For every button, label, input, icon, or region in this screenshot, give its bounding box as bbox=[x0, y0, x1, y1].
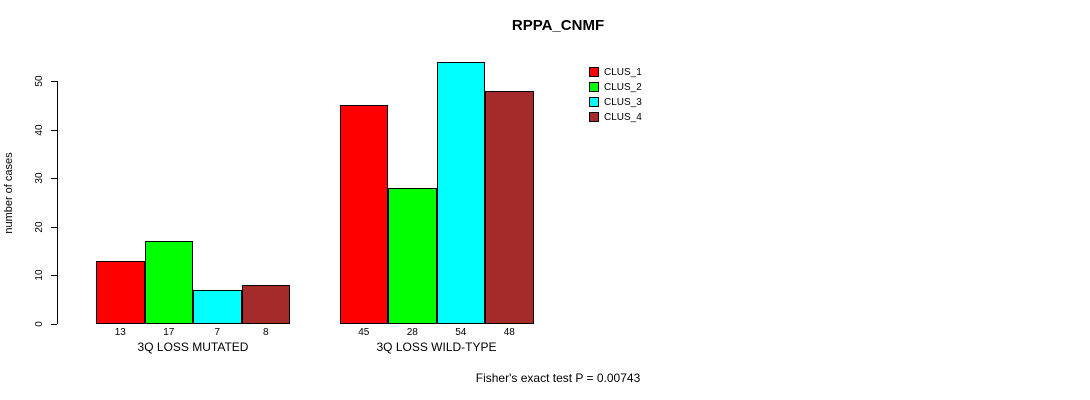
bar-clus_1-group1 bbox=[96, 260, 145, 324]
stat-annotation: Fisher's exact test P = 0.00743 bbox=[475, 371, 641, 385]
legend-label: CLUS_4 bbox=[604, 111, 642, 123]
chart-title: RPPA_CNMF bbox=[511, 17, 605, 34]
y-tick-mark bbox=[51, 275, 57, 277]
y-tick-label: 50 bbox=[34, 75, 45, 87]
legend-item-clus_4: CLUS_4 bbox=[589, 111, 642, 123]
bar-value-label: 7 bbox=[214, 327, 221, 338]
legend-label: CLUS_1 bbox=[604, 66, 642, 78]
bar-clus_4-group1 bbox=[241, 285, 290, 324]
bar-clus_3-group2 bbox=[436, 61, 485, 324]
bar-clus_1-group2 bbox=[339, 105, 388, 324]
y-tick-mark bbox=[51, 226, 57, 228]
legend-swatch-clus_3 bbox=[589, 97, 599, 107]
y-axis-label: number of cases bbox=[3, 152, 15, 234]
bar-value-label: 45 bbox=[358, 327, 370, 338]
group-label-2: 3Q LOSS WILD-TYPE bbox=[376, 340, 497, 354]
bar-clus_4-group2 bbox=[485, 90, 534, 324]
legend-swatch-clus_4 bbox=[589, 112, 599, 122]
legend-item-clus_2: CLUS_2 bbox=[589, 81, 642, 93]
bar-value-label: 13 bbox=[114, 327, 126, 338]
bar-clus_2-group2 bbox=[388, 188, 437, 324]
y-tick-label: 40 bbox=[34, 124, 45, 136]
y-tick-mark bbox=[51, 129, 57, 131]
bar-value-label: 28 bbox=[406, 327, 418, 338]
y-tick-mark bbox=[51, 178, 57, 180]
bar-clus_2-group1 bbox=[144, 241, 193, 324]
y-axis-line bbox=[57, 81, 58, 324]
y-tick-mark bbox=[51, 81, 57, 83]
bar-value-label: 8 bbox=[262, 327, 269, 338]
y-tick-mark bbox=[51, 324, 57, 325]
bar-value-label: 17 bbox=[163, 327, 175, 338]
bar-value-label: 48 bbox=[503, 327, 515, 338]
bar-clus_3-group1 bbox=[193, 290, 242, 324]
y-tick-label: 30 bbox=[34, 172, 45, 184]
group-label-1: 3Q LOSS MUTATED bbox=[137, 340, 249, 354]
legend-swatch-clus_2 bbox=[589, 82, 599, 92]
y-tick-label: 0 bbox=[34, 321, 45, 327]
legend-item-clus_1: CLUS_1 bbox=[589, 66, 642, 78]
legend-swatch-clus_1 bbox=[589, 67, 599, 77]
legend-label: CLUS_2 bbox=[604, 81, 642, 93]
bar-value-label: 54 bbox=[455, 327, 467, 338]
y-tick-label: 20 bbox=[34, 221, 45, 233]
legend-item-clus_3: CLUS_3 bbox=[589, 96, 642, 108]
y-tick-label: 10 bbox=[34, 269, 45, 281]
legend-label: CLUS_3 bbox=[604, 96, 642, 108]
